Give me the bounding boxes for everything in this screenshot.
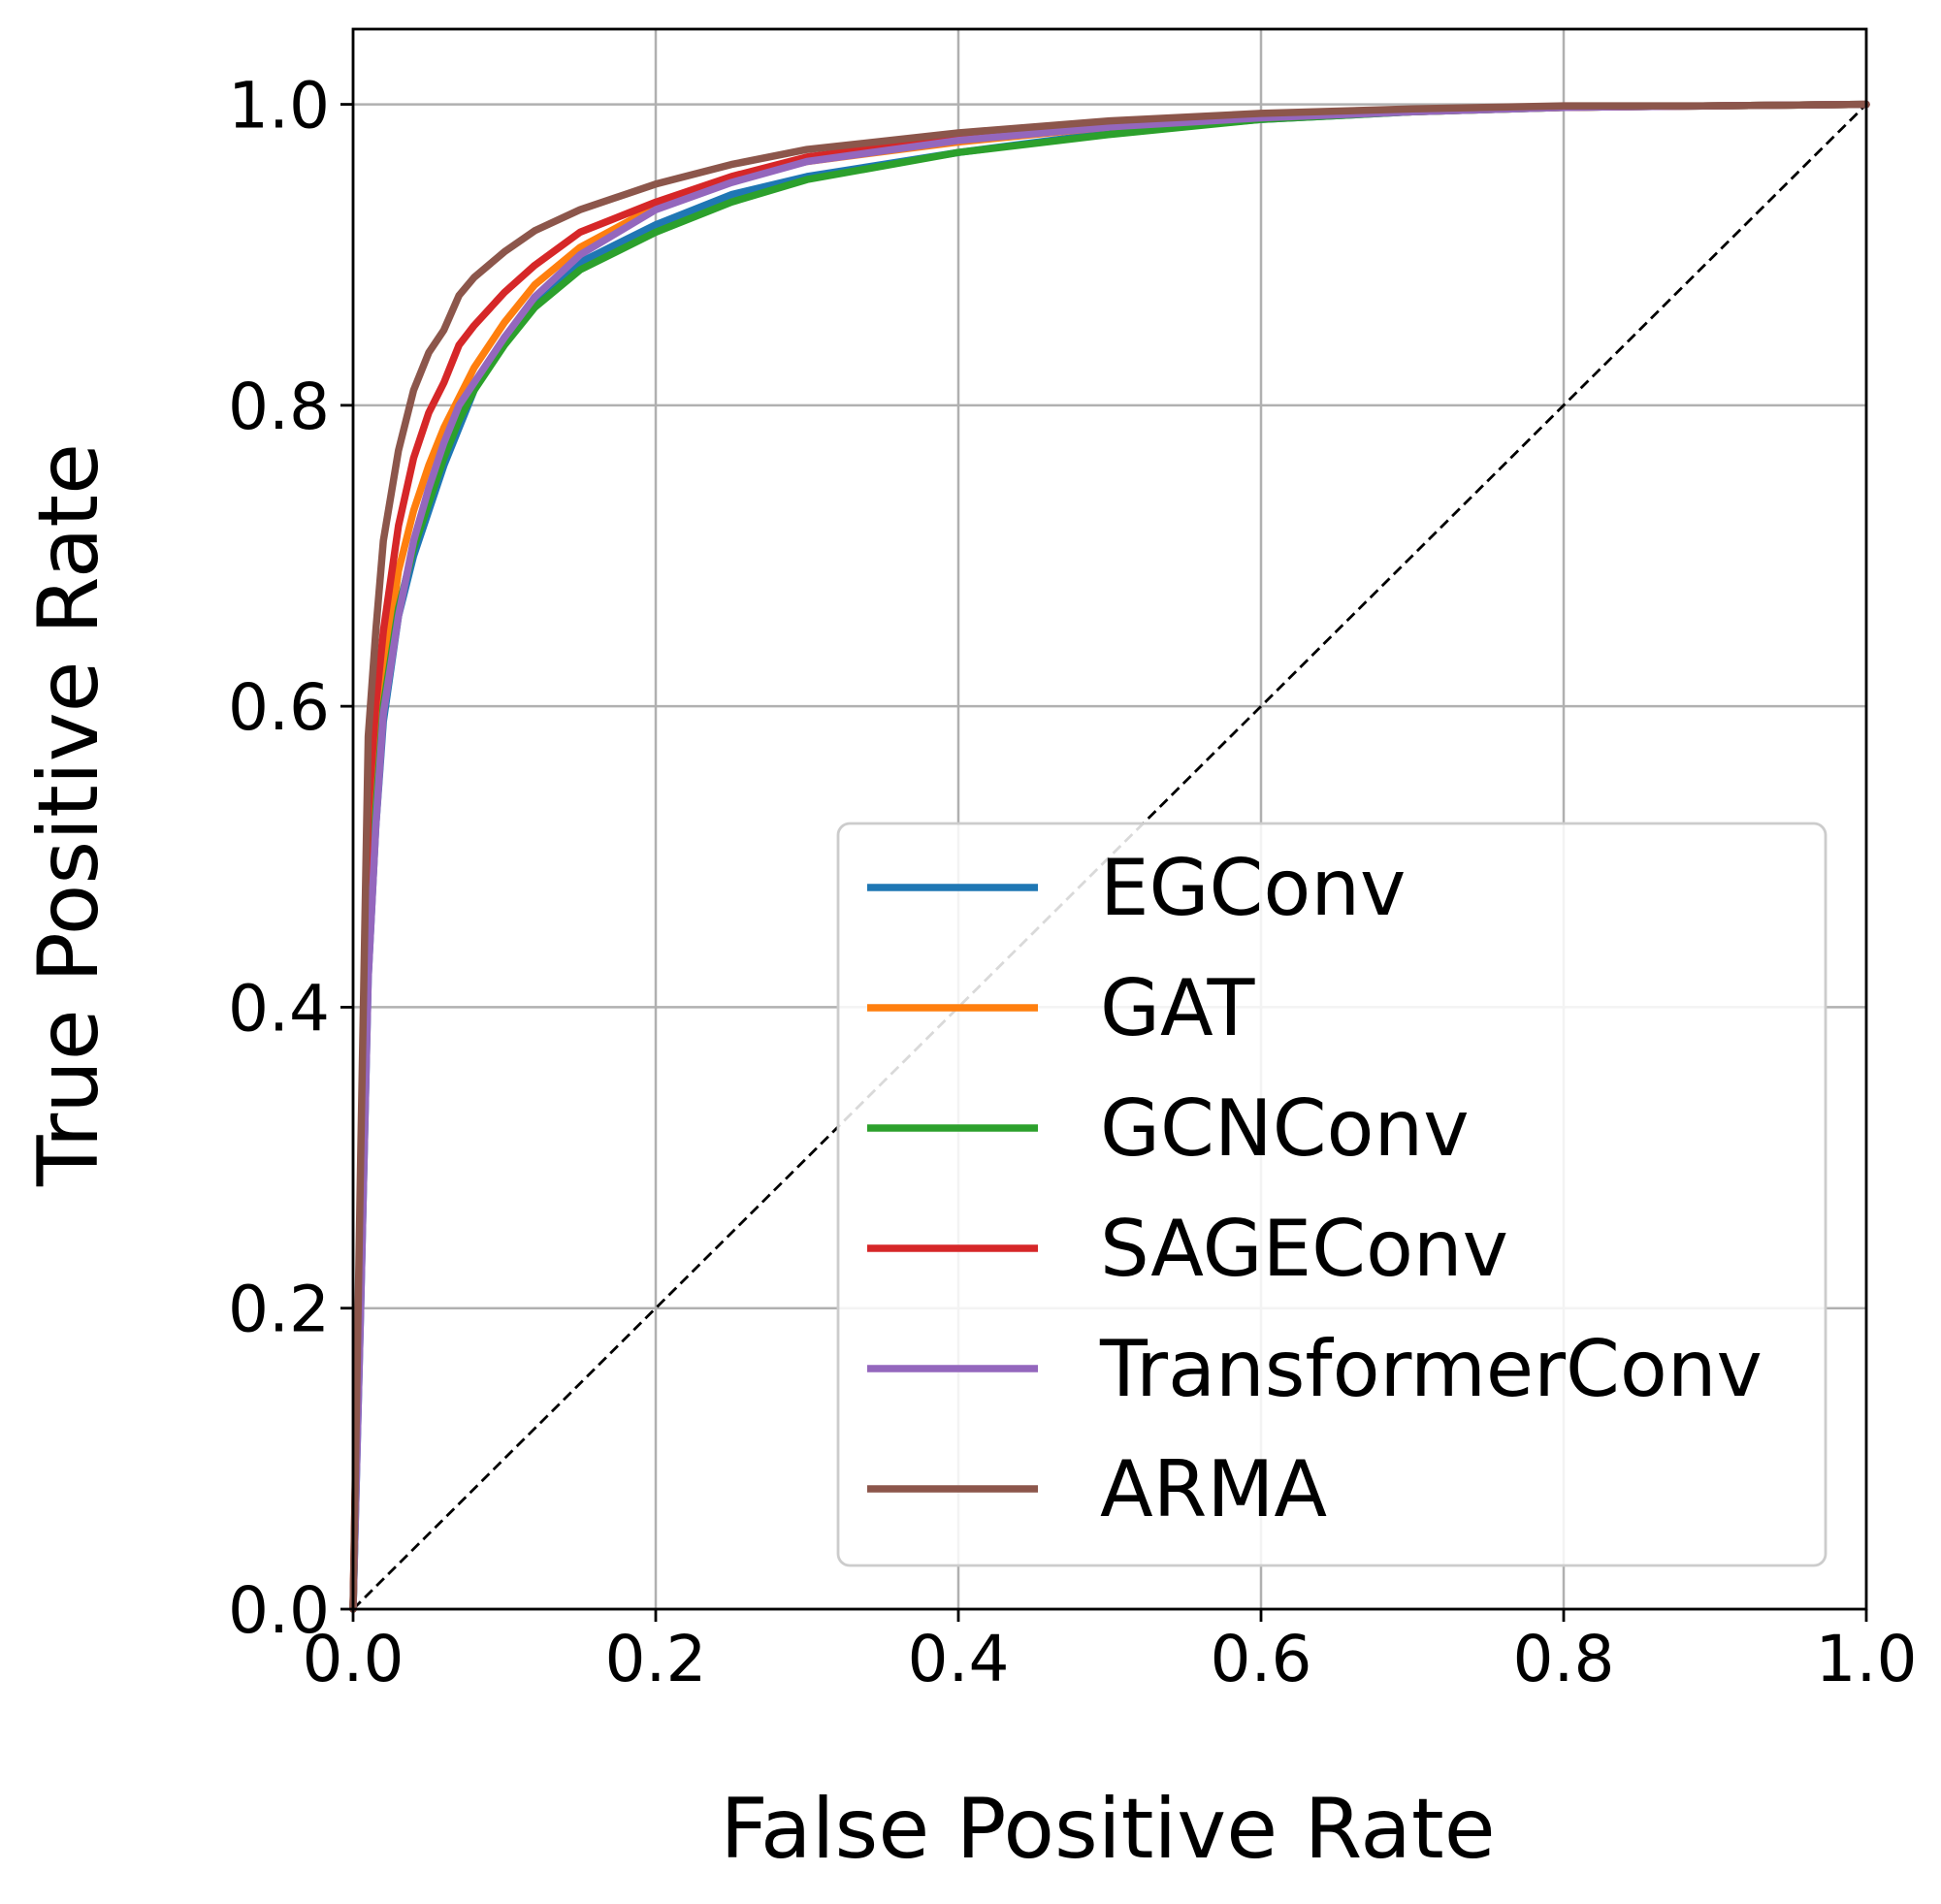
legend-label-sageconv: SAGEConv	[1100, 1204, 1508, 1294]
legend-label-arma: ARMA	[1100, 1444, 1327, 1534]
series-lines	[349, 100, 1870, 1613]
diagonal-reference	[352, 103, 1867, 1610]
legend-label-gat: GAT	[1100, 963, 1256, 1053]
x-tick-label-1: 0.2	[605, 1622, 707, 1696]
x-tick-label-0: 0.0	[303, 1622, 404, 1696]
y-tick-label-5: 1.0	[228, 69, 330, 144]
x-tick-label-2: 0.4	[908, 1622, 1010, 1696]
legend: EGConv GAT GCNConv SAGEConv TransformerConv A…	[836, 822, 1828, 1567]
legend-label-egconv: EGConv	[1100, 843, 1406, 933]
legend-label-transformerconv: TransformerConv	[1099, 1324, 1763, 1414]
x-tick-label-4: 0.8	[1513, 1622, 1615, 1696]
axis-ticks: 0.0 0.2 0.4 0.6 0.8 1.0 0.0 0.2 0.4 0.6 0.8 1.0	[228, 69, 1917, 1696]
y-tick-label-1: 0.2	[228, 1273, 330, 1347]
legend-label-gcnconv: GCNConv	[1100, 1083, 1470, 1174]
y-tick-label-2: 0.4	[228, 971, 330, 1046]
x-tick-label-3: 0.6	[1211, 1622, 1312, 1696]
series-line-transformerconv	[349, 100, 1870, 1613]
axes-frame	[351, 27, 1868, 1611]
x-tick-label-5: 1.0	[1816, 1622, 1918, 1696]
y-tick-label-0: 0.0	[228, 1573, 330, 1648]
series-line-arma	[349, 100, 1870, 1613]
y-tick-label-3: 0.6	[228, 670, 330, 745]
y-axis-label: True Positive Rate	[20, 443, 117, 1187]
y-tick-label-4: 0.8	[228, 370, 330, 444]
grid-lines	[351, 29, 1868, 1611]
legend-box	[836, 822, 1828, 1567]
x-axis-label: False Positive Rate	[720, 1781, 1495, 1878]
plot-frame	[351, 27, 1868, 1611]
diagonal-line	[352, 103, 1867, 1610]
